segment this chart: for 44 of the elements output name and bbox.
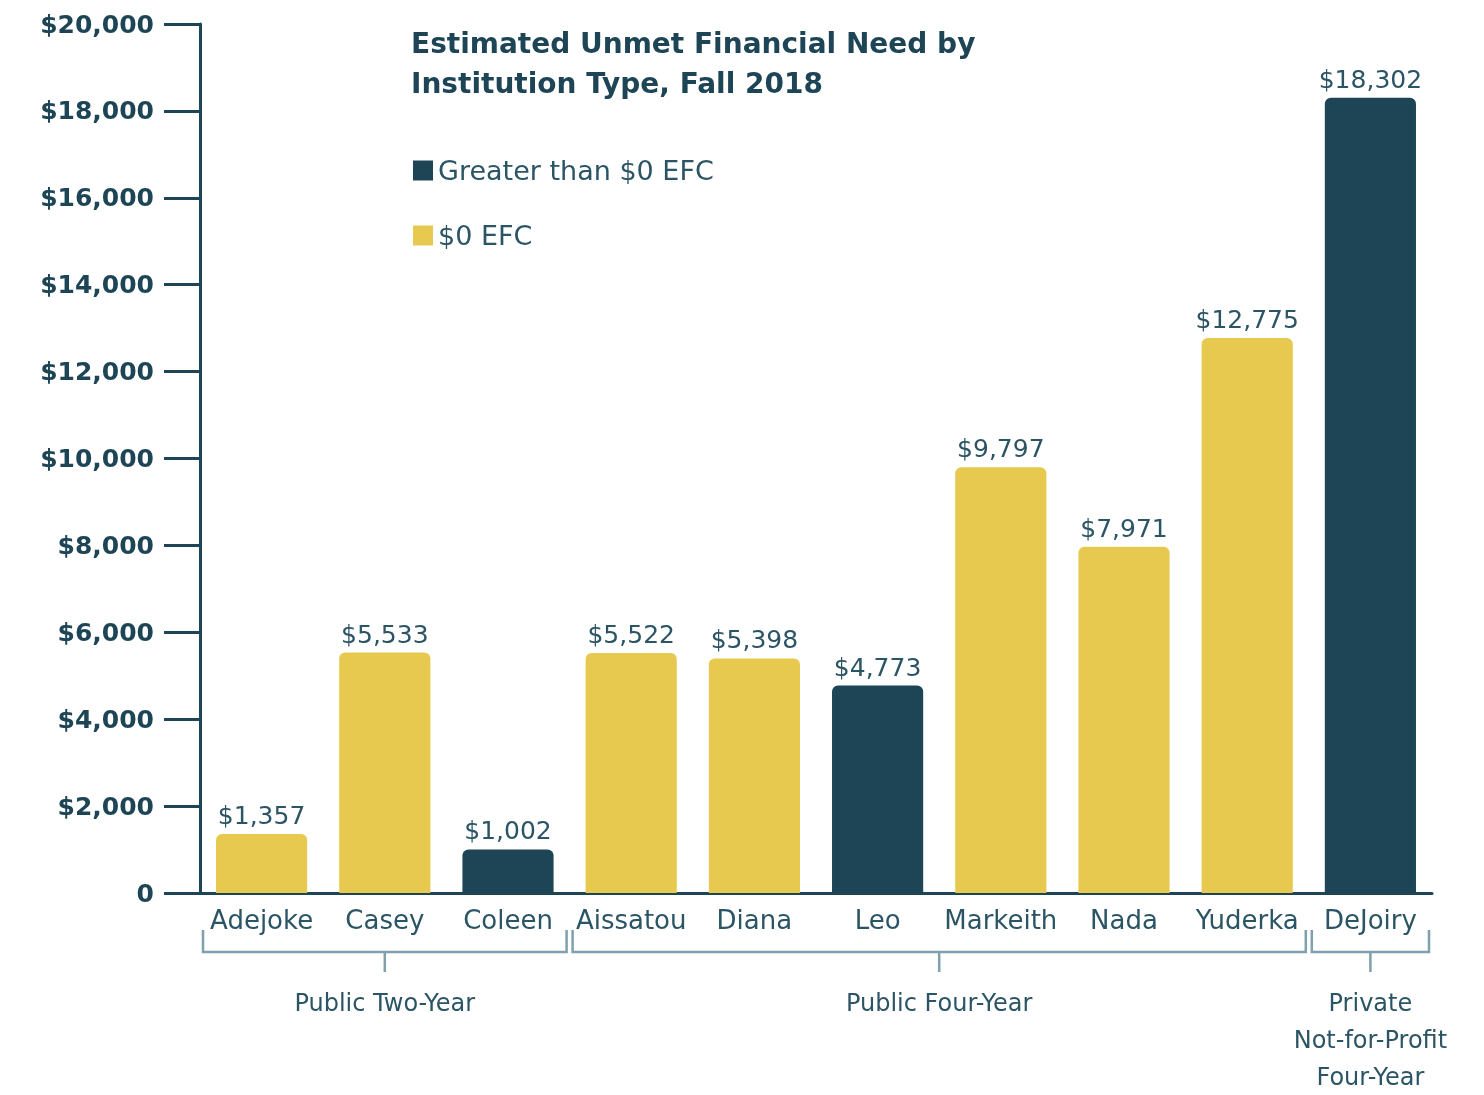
x-tick-label: Adejoke [210,905,314,935]
data-label: $7,971 [1080,513,1168,543]
y-tick-label: $12,000 [40,357,154,387]
text: Private Not-for-Profit Four-Year [1293,989,1448,1091]
bar [216,834,308,893]
text: Estimated Unmet Financial Need by Institution Type, Fall 2018 [411,26,986,100]
data-label: $9,797 [957,434,1045,464]
bar [339,652,431,893]
bar [955,467,1047,893]
legend-label: Greater than $0 EFC [438,155,714,186]
data-label: $5,533 [341,619,429,649]
bar [708,658,800,893]
x-tick-label: Aissatou [575,905,687,935]
x-tick-label: Leo [854,905,901,935]
y-tick-label: 0 [136,878,154,908]
data-label: $5,522 [587,620,675,650]
bar [1201,337,1293,893]
data-label: $12,775 [1195,304,1299,334]
y-tick-label: $4,000 [57,704,154,734]
legend-label: $0 EFC [438,220,533,251]
x-tick-label: Casey [345,905,425,935]
data-label: $18,302 [1318,64,1423,94]
y-tick-label: $8,000 [57,530,154,560]
y-tick-label: $10,000 [40,444,154,473]
y-tick-label: $16,000 [40,183,154,213]
x-tick-label: Nada [1090,905,1158,935]
y-tick-label: $18,000 [40,96,154,126]
data-label: $1,002 [464,816,552,846]
x-tick-label: DeJoiry [1323,905,1417,935]
text: Public Two-Year [294,989,476,1017]
y-tick-label: $2,000 [57,791,154,821]
bar [585,653,677,893]
data-label: $5,398 [710,625,799,655]
x-tick-label: Diana [716,905,793,935]
data-label: $4,773 [833,652,922,682]
y-tick-label: $6,000 [57,617,154,647]
x-tick-label: Markeith [944,905,1058,935]
y-tick-label: $14,000 [40,270,154,300]
x-tick-label: Coleen [463,905,553,935]
x-tick-label: Yuderka [1194,905,1299,935]
text: Public Four-Year [845,989,1033,1017]
bar [1078,546,1170,893]
data-label: $1,357 [217,801,306,831]
y-tick-label: $20,000 [40,9,154,39]
